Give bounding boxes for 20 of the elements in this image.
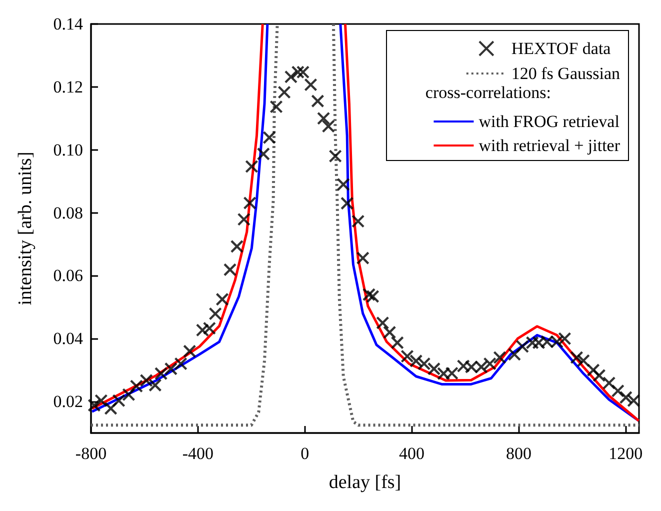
legend-label: HEXTOF data	[511, 39, 612, 58]
y-tick-label: 0.08	[53, 203, 83, 222]
y-tick-label: 0.10	[53, 140, 83, 160]
y-tick-label: 0.14	[53, 14, 84, 34]
legend-label: with retrieval + jitter	[478, 136, 620, 155]
y-tick-label: 0.12	[53, 77, 83, 96]
y-axis-title: intensity [arb. units]	[15, 152, 36, 306]
annotation: cross-correlations:	[425, 83, 552, 102]
x-tick-label: 400	[399, 444, 425, 463]
x-tick-label: 1200	[608, 444, 643, 463]
x-tick-label: 800	[506, 444, 532, 463]
x-axis-title: delay [fs]	[328, 472, 402, 493]
y-tick-label: 0.02	[53, 392, 83, 412]
legend-label: 120 fs Gaussian	[511, 64, 620, 83]
x-tick-label: 0	[300, 444, 310, 463]
x-tick-label: -400	[182, 444, 214, 463]
x-tick-label: -800	[75, 444, 107, 463]
y-tick-label: 0.06	[53, 266, 83, 286]
legend-label: with FROG retrieval	[478, 112, 620, 131]
y-tick-label: 0.04	[53, 329, 84, 348]
